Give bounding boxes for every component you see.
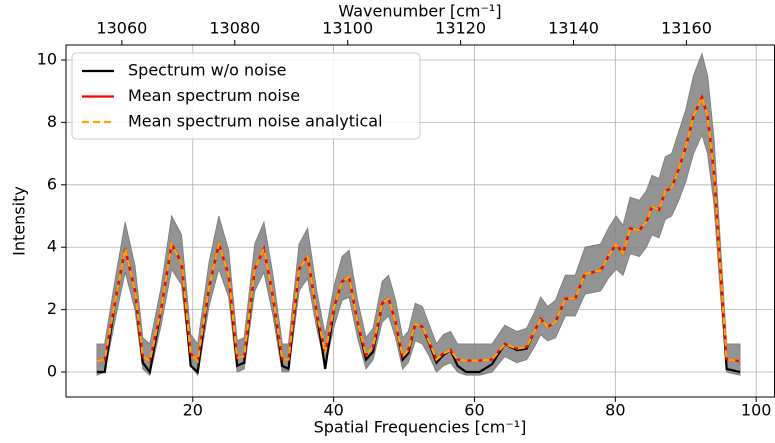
x-tick-label: 40 [323,401,343,420]
x2-tick-label: 13060 [96,19,147,38]
x-tick-label: 80 [605,401,625,420]
x2-tick-label: 13160 [661,19,712,38]
x-tick-label: 60 [464,401,484,420]
y-tick-label: 0 [47,362,57,381]
y-tick-label: 6 [47,174,57,193]
legend-box [71,52,421,140]
y-tick-label: 8 [47,112,57,131]
y-axis-title: Intensity [10,186,29,256]
y-tick-label: 10 [37,49,57,68]
series-line [96,94,741,364]
legend-label: Mean spectrum noise [128,86,300,105]
x2-tick-label: 13100 [322,19,373,38]
x2-axis-title: Wavenumber [cm⁻¹] [338,2,501,21]
x2-tick-label: 13080 [209,19,260,38]
y-tick-label: 2 [47,299,57,318]
legend-label: Spectrum w/o noise [128,61,287,80]
legend: Spectrum w/o noise Mean spectrum noise Mea… [71,52,421,140]
y-tick-label: 4 [47,237,57,256]
x2-tick-label: 13120 [435,19,486,38]
x-tick-label: 20 [183,401,203,420]
x-axis-title: Spatial Frequencies [cm⁻¹] [314,418,527,437]
legend-label: Mean spectrum noise analytical [128,112,383,131]
x-tick-label: 100 [741,401,772,420]
x2-tick-label: 13140 [548,19,599,38]
